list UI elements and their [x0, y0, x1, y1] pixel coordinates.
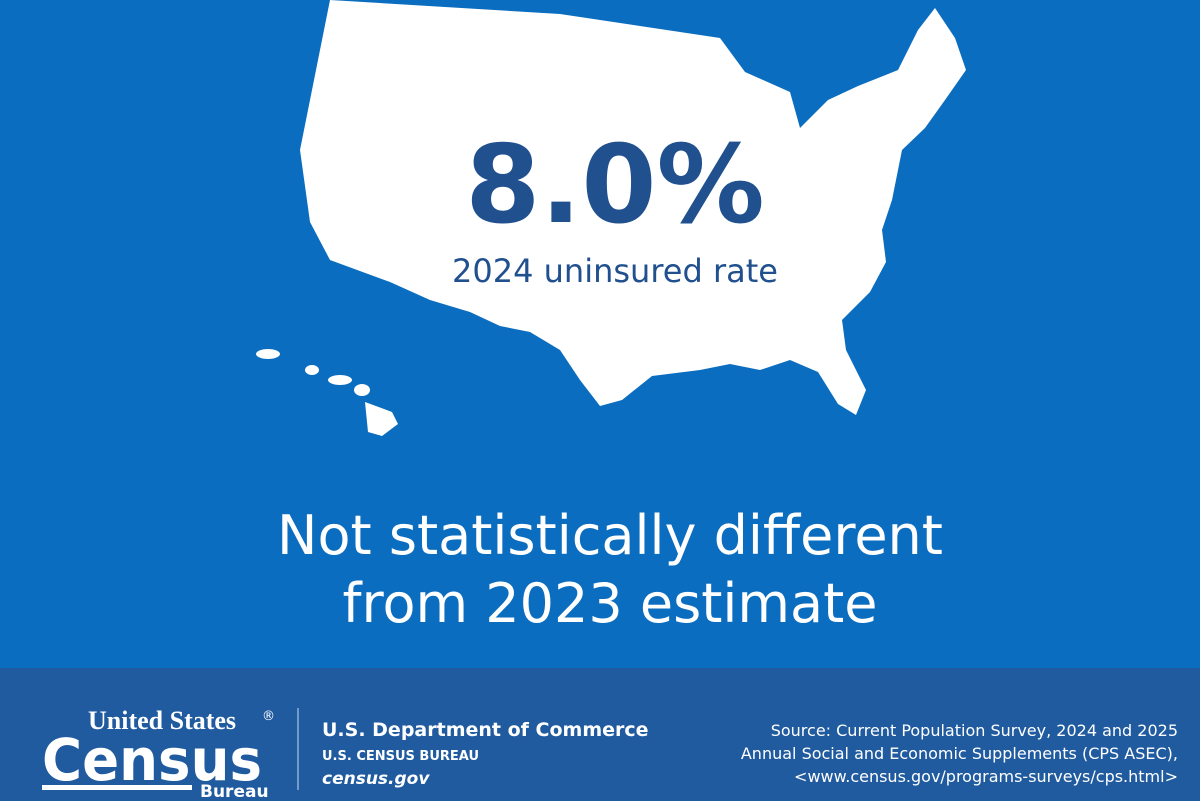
us-map: [300, 0, 966, 415]
logo-bottom: Bureau: [200, 782, 269, 801]
note-line: from 2023 estimate: [342, 572, 877, 635]
logo-rule: [42, 785, 192, 790]
source-line: Annual Social and Economic Supplements (…: [741, 744, 1178, 763]
source-line: <www.census.gov/programs-surveys/cps.htm…: [794, 767, 1178, 786]
note-line: Not statistically different: [277, 504, 943, 567]
hawaii: [256, 349, 398, 436]
bureau: U.S. CENSUS BUREAU: [322, 749, 479, 764]
headline-value: 8.0%: [465, 123, 765, 248]
logo-mark: ®: [262, 709, 275, 724]
logo-top: United States: [88, 706, 236, 735]
headline-caption: 2024 uninsured rate: [452, 252, 778, 290]
department: U.S. Department of Commerce: [322, 719, 649, 741]
logo-main: Census: [42, 726, 262, 794]
footer: [0, 668, 1200, 801]
source-line: Source: Current Population Survey, 2024 …: [771, 721, 1178, 740]
site: census.gov: [322, 769, 430, 789]
